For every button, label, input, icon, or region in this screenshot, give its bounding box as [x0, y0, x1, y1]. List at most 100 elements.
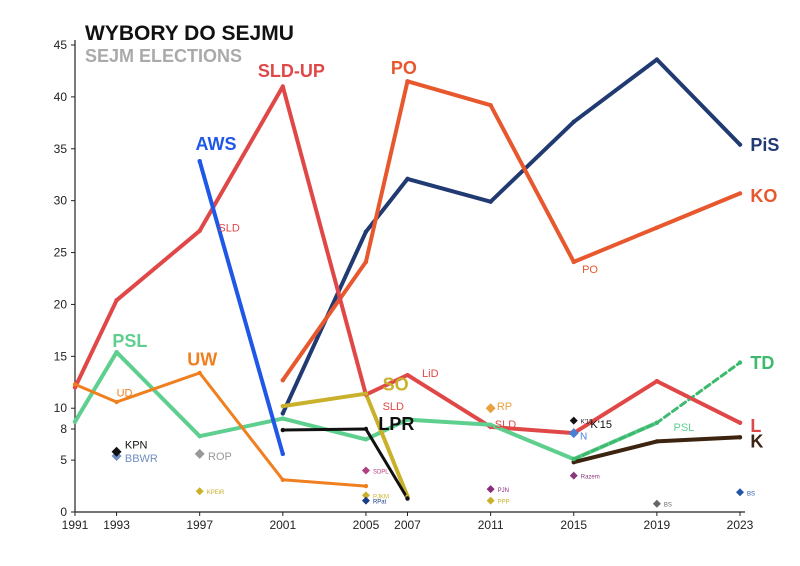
data-point-l [737, 420, 743, 425]
data-point-lpr [280, 427, 286, 433]
data-point-k [737, 435, 743, 440]
data-point-psl [363, 437, 369, 442]
x-tick-label: 2011 [478, 518, 504, 532]
annotation-label: SLD [218, 223, 239, 235]
data-point-sld-up [114, 298, 119, 303]
minor-party-point [361, 496, 370, 505]
y-tick-label: 0 [60, 505, 67, 519]
annotation-label: K'15 [590, 419, 612, 431]
minor-party-label: BS [747, 491, 755, 497]
points-layer [72, 57, 744, 508]
data-point-rop [194, 448, 205, 459]
data-point-sld-up [197, 228, 202, 233]
data-point-psl [197, 434, 202, 439]
series-line-lpr [281, 427, 409, 500]
series-line-sld-up [73, 84, 742, 436]
x-tick-label: 2015 [560, 518, 587, 532]
data-point-k [654, 439, 660, 444]
labels-layer: PiS KO PO SLD-UP PSL UW AWS SO LPR K TD L N RP ROP BBWR… [112, 58, 779, 509]
series-label-td: TD [750, 353, 774, 373]
x-tick-label: 2005 [353, 518, 380, 532]
annotation-label: SLD [383, 401, 404, 413]
data-point-ko [654, 225, 660, 230]
y-tick-label: 8 [60, 422, 67, 436]
y-tick-label: 25 [54, 246, 68, 260]
y-tick-label: 40 [54, 90, 68, 104]
series-label-uw: UW [187, 350, 217, 370]
x-tick-label: 2023 [727, 518, 754, 532]
data-point-psl [114, 349, 119, 355]
series-line-po [280, 79, 576, 383]
data-point-po [571, 259, 576, 265]
minor-party-label: PJN [498, 488, 509, 494]
series-label-lpr: LPR [378, 414, 414, 434]
minor-party-point [569, 471, 578, 480]
data-point-uw [197, 370, 202, 376]
minor-party-point [652, 499, 661, 508]
x-tick-label: 1997 [186, 518, 213, 532]
annotation-label: PSL [674, 422, 695, 434]
data-point-td [737, 360, 743, 365]
minor-party-label: RPat [373, 500, 387, 506]
data-point-l [654, 379, 660, 384]
series-label-bbwr: BBWR [125, 453, 158, 465]
series-label-n: N [580, 432, 587, 443]
minor-party-point [361, 491, 370, 500]
data-point-pis [363, 229, 369, 234]
data-point-aws [280, 451, 286, 457]
chart-title: WYBORY DO SEJMU [85, 22, 294, 45]
series-label-pis: PiS [750, 135, 779, 155]
series-label-ko: KO [750, 186, 777, 206]
minor-party-label: PJKM [373, 494, 389, 500]
data-point-lpr [363, 426, 369, 432]
data-point-kpn [111, 446, 122, 457]
series-label-po: PO [391, 58, 417, 78]
data-point-uw [363, 483, 369, 489]
minor-party-point [486, 485, 495, 494]
data-point-aws [197, 159, 202, 164]
minor-party-point [736, 488, 744, 497]
data-point-pis [571, 119, 576, 124]
data-point-so [280, 403, 286, 409]
data-point-uw [72, 382, 78, 387]
data-point-pis [737, 142, 743, 147]
x-tick-label: 2019 [644, 518, 671, 532]
data-point-k [571, 459, 576, 465]
data-point-uw [114, 399, 119, 405]
y-tick-label: 45 [54, 38, 68, 52]
minor-party-point [361, 466, 370, 475]
minor-party-label: BS [664, 503, 672, 509]
minor-party-label: PPP [498, 500, 510, 506]
x-tick-label: 2001 [269, 518, 296, 532]
series-label-aws: AWS [196, 134, 237, 154]
data-point-so [363, 391, 369, 396]
chart-subtitle: SEJM ELECTIONS [85, 46, 243, 66]
data-point-rp [485, 403, 496, 414]
data-point-psl [72, 419, 78, 424]
data-point-pis [488, 199, 493, 204]
y-tick-label: 35 [54, 142, 68, 156]
data-point-uw [280, 477, 286, 483]
data-point-sld-up [280, 84, 286, 89]
series-line-pis [280, 57, 742, 416]
x-tick-label: 1993 [103, 518, 130, 532]
series-line-l [655, 379, 742, 425]
series-label-so: SO [383, 375, 409, 395]
series-label-rp: RP [497, 401, 512, 413]
series-label-sld-up: SLD-UP [258, 61, 325, 81]
series-label-kpn: KPN [125, 439, 148, 451]
data-point-psl [488, 422, 493, 428]
series-label-rop: ROP [208, 451, 232, 463]
series-label-l: L [750, 416, 761, 436]
data-point-pis [654, 57, 660, 62]
minor-party-label: KPEiR [207, 490, 225, 496]
series-line-aws [197, 159, 285, 456]
data-point-po [488, 102, 493, 108]
data-point-ko [737, 191, 743, 196]
minor-party-point [486, 496, 495, 505]
minor-party-label: K'15 [581, 420, 593, 426]
data-point-psl [280, 416, 286, 421]
data-point-sld-up [72, 385, 78, 390]
y-tick-label: 15 [54, 349, 68, 363]
